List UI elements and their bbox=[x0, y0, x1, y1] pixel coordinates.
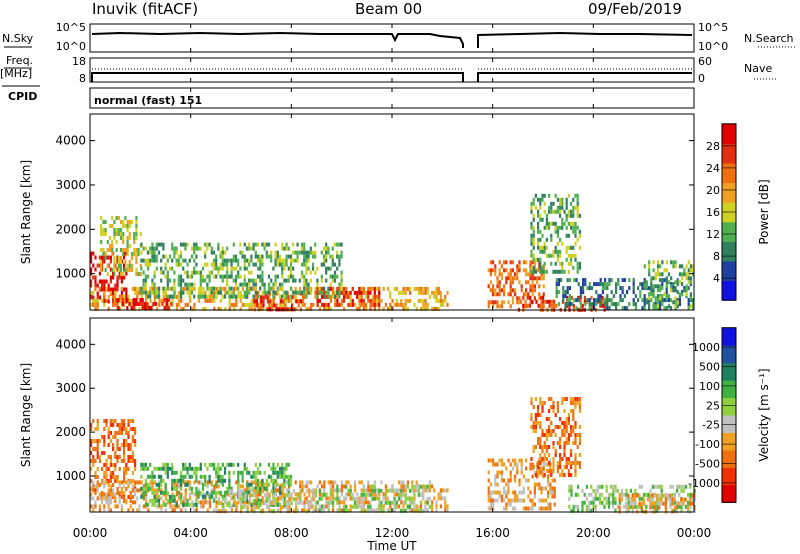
power-blob-11 bbox=[643, 260, 695, 309]
noise-panel: N.Sky 10^5 10^0 10^5 10^0 N.Search bbox=[2, 21, 796, 53]
power-blob-6 bbox=[140, 242, 343, 299]
velocity-ytick-2: 3000 bbox=[55, 381, 86, 395]
noise-right-tick-bottom: 10^0 bbox=[698, 40, 728, 53]
velocity-colorbar-tick-5: 100 bbox=[699, 380, 720, 393]
velocity-colorbar-seg-0 bbox=[722, 484, 736, 503]
noise-left-label: N.Sky bbox=[2, 32, 34, 45]
x-axis: 00:00 04:00 08:00 12:00 16:00 20:00 00:00 bbox=[73, 24, 712, 540]
power-data bbox=[90, 193, 695, 312]
power-colorbar-seg-0 bbox=[722, 280, 736, 301]
noise-right-tick-top: 10^5 bbox=[698, 21, 728, 34]
power-blob-3 bbox=[115, 298, 173, 310]
velocity-colorbar-tick-4: 25 bbox=[706, 399, 720, 412]
x-tick-2: 08:00 bbox=[274, 526, 309, 540]
cpid-panel: CPID normal (fast) 151 bbox=[2, 85, 695, 109]
freq-panel: Freq. [MHz] 18 8 60 0 Nave bbox=[0, 54, 778, 85]
power-colorbar-seg-8 bbox=[722, 123, 736, 144]
freq-right-tick-top: 60 bbox=[698, 55, 712, 68]
velocity-colorbar-tick-6: 500 bbox=[699, 361, 720, 374]
freq-right-tick-bottom: 0 bbox=[698, 72, 705, 85]
velocity-colorbar-seg-3 bbox=[722, 432, 736, 451]
x-axis-label: Time UT bbox=[366, 539, 417, 553]
power-colorbar-tick-3: 16 bbox=[706, 206, 720, 219]
velocity-y-ticks: 1000 2000 3000 4000 bbox=[55, 337, 694, 483]
power-colorbar-seg-5 bbox=[722, 182, 736, 203]
freq-line bbox=[91, 72, 464, 82]
velocity-colorbar-tick-3: -25 bbox=[702, 419, 720, 432]
power-colorbar-label: Power [dB] bbox=[757, 179, 771, 244]
power-colorbar-seg-2 bbox=[722, 241, 736, 262]
velocity-colorbar-seg-4 bbox=[722, 415, 736, 433]
velocity-colorbar-seg-2 bbox=[722, 449, 736, 468]
velocity-colorbar-tick-0: -1000 bbox=[688, 477, 720, 490]
freq-right-label: Nave bbox=[744, 62, 772, 75]
power-colorbar-seg-6 bbox=[722, 163, 736, 184]
power-ytick-2: 3000 bbox=[55, 178, 86, 192]
freq-line-2 bbox=[477, 72, 692, 82]
freq-left-unit: [MHz] bbox=[0, 67, 32, 80]
velocity-colorbar-tick-2: -100 bbox=[695, 438, 720, 451]
beam-title: Beam 00 bbox=[355, 0, 422, 18]
power-ytick-3: 4000 bbox=[55, 134, 86, 148]
power-blob-7 bbox=[487, 260, 545, 309]
velocity-colorbar-seg-1 bbox=[722, 467, 736, 486]
velocity-ytick-1: 2000 bbox=[55, 425, 86, 439]
power-colorbar-tick-1: 8 bbox=[713, 250, 720, 263]
station-title: Inuvik (fitACF) bbox=[92, 0, 198, 18]
power-colorbar: 4 8 12 16 20 24 28 bbox=[706, 123, 737, 301]
noise-sky-line bbox=[91, 31, 464, 48]
power-blob-10 bbox=[555, 278, 695, 311]
freq-left-tick-top: 18 bbox=[72, 55, 86, 68]
freq-left-tick-bottom: 8 bbox=[79, 72, 86, 85]
cpid-label: CPID bbox=[8, 90, 37, 103]
x-tick-1: 04:00 bbox=[173, 526, 208, 540]
power-blob-9 bbox=[530, 193, 581, 274]
velocity-blob-6 bbox=[530, 397, 581, 477]
power-ytick-1: 2000 bbox=[55, 222, 86, 236]
power-ytick-0: 1000 bbox=[55, 267, 86, 281]
velocity-colorbar-seg-5 bbox=[722, 397, 736, 416]
x-tick-5: 20:00 bbox=[576, 526, 611, 540]
x-tick-6: 00:00 bbox=[677, 526, 712, 540]
velocity-ylabel: Slant Range [km] bbox=[19, 363, 33, 467]
velocity-blob-4 bbox=[316, 484, 431, 513]
power-y-ticks: 1000 2000 3000 4000 bbox=[55, 134, 694, 281]
velocity-blob-3 bbox=[215, 489, 317, 514]
velocity-data bbox=[90, 397, 696, 514]
noise-left-tick-top: 10^5 bbox=[56, 21, 86, 34]
velocity-colorbar-label: Velocity [m s⁻¹] bbox=[757, 368, 771, 461]
velocity-colorbar-seg-8 bbox=[722, 345, 736, 364]
velocity-colorbar-tick-7: 1000 bbox=[692, 341, 720, 354]
freq-left-label: Freq. bbox=[6, 54, 33, 67]
power-blob-1 bbox=[100, 216, 142, 276]
cpid-value: normal (fast) 151 bbox=[94, 94, 202, 107]
velocity-ytick-0: 1000 bbox=[55, 469, 86, 483]
power-colorbar-seg-1 bbox=[722, 261, 736, 282]
noise-left-tick-bottom: 10^0 bbox=[56, 40, 86, 53]
velocity-colorbar-seg-6 bbox=[722, 380, 736, 399]
velocity-colorbar-seg-7 bbox=[722, 362, 736, 381]
date-title: 09/Feb/2019 bbox=[588, 0, 682, 18]
velocity-ytick-3: 4000 bbox=[55, 337, 86, 351]
power-colorbar-tick-2: 12 bbox=[706, 228, 720, 241]
power-colorbar-tick-0: 4 bbox=[713, 272, 720, 285]
velocity-colorbar: -1000 -500 -100 -25 25 100 500 1000 bbox=[688, 327, 737, 503]
power-colorbar-seg-7 bbox=[722, 143, 736, 164]
noise-sky-line-2 bbox=[477, 31, 693, 48]
power-colorbar-tick-6: 28 bbox=[706, 140, 720, 153]
x-tick-0: 00:00 bbox=[73, 526, 108, 540]
power-colorbar-tick-4: 20 bbox=[706, 184, 720, 197]
x-tick-4: 16:00 bbox=[475, 526, 510, 540]
velocity-colorbar-tick-1: -500 bbox=[695, 458, 720, 471]
x-tick-3: 12:00 bbox=[375, 526, 410, 540]
noise-right-label: N.Search bbox=[744, 32, 794, 45]
power-colorbar-seg-3 bbox=[722, 221, 736, 242]
power-ylabel: Slant Range [km] bbox=[19, 160, 33, 264]
power-panel: 1000 2000 3000 4000 Slant Range [km] 4 8 12 16… bbox=[19, 113, 771, 312]
power-colorbar-tick-5: 24 bbox=[706, 162, 720, 175]
velocity-colorbar-seg-9 bbox=[722, 327, 736, 346]
